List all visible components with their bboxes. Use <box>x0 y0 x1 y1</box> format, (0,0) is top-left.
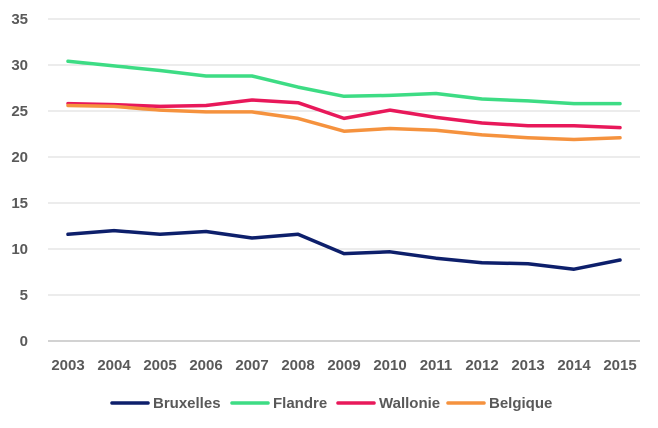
x-tick-label: 2008 <box>281 357 314 374</box>
y-tick-label: 10 <box>11 241 28 258</box>
series-lines <box>66 59 622 271</box>
y-tick-label: 0 <box>20 333 28 350</box>
x-tick-label: 2013 <box>511 357 544 374</box>
x-axis-ticks: 2003 2004 2005 2006 2007 2008 2009 2010 2011 2012… <box>51 357 636 374</box>
x-tick-label: 2003 <box>51 357 84 374</box>
legend: Bruxelles Flandre Wallonie Belgique <box>110 395 552 412</box>
y-tick-label: 5 <box>20 287 28 304</box>
series-line-belgique <box>66 103 622 142</box>
x-tick-label: 2009 <box>327 357 360 374</box>
y-tick-label: 35 <box>11 11 28 28</box>
x-tick-label: 2015 <box>603 357 636 374</box>
legend-label-belgique: Belgique <box>489 395 552 412</box>
series-line-wallonie <box>66 98 622 130</box>
legend-label-flandre: Flandre <box>273 395 327 412</box>
legend-label-wallonie: Wallonie <box>379 395 440 412</box>
y-tick-label: 30 <box>11 57 28 74</box>
y-tick-label: 15 <box>11 195 28 212</box>
series-line-bruxelles <box>66 228 622 271</box>
x-tick-label: 2011 <box>420 357 453 374</box>
x-tick-label: 2012 <box>465 357 498 374</box>
x-tick-label: 2014 <box>557 357 591 374</box>
series-line-flandre <box>66 59 622 106</box>
legend-label-bruxelles: Bruxelles <box>153 395 221 412</box>
x-tick-label: 2010 <box>373 357 406 374</box>
x-tick-label: 2006 <box>189 357 222 374</box>
y-axis-ticks: 0 5 10 15 20 25 30 35 <box>11 11 28 350</box>
y-tick-label: 20 <box>11 149 28 166</box>
x-tick-label: 2007 <box>235 357 268 374</box>
x-tick-label: 2004 <box>97 357 131 374</box>
gridlines <box>48 18 640 342</box>
y-tick-label: 25 <box>11 103 28 120</box>
x-tick-label: 2005 <box>143 357 176 374</box>
